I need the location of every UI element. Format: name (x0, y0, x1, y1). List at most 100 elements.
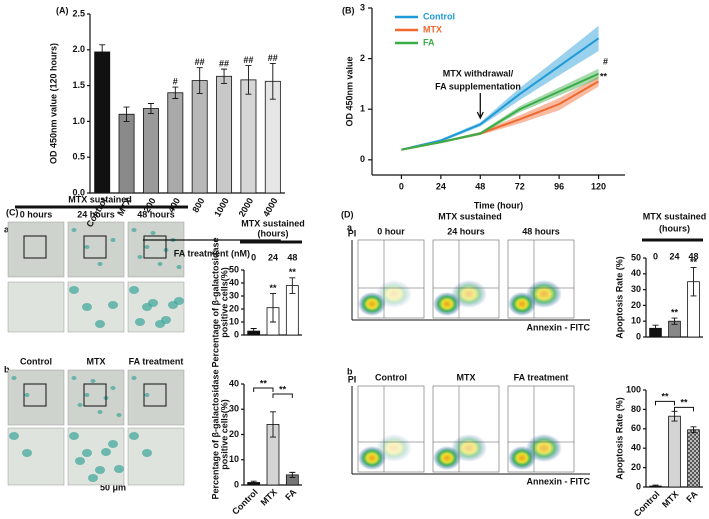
stained-cell (71, 376, 77, 380)
y-tick-label: 0 (234, 329, 239, 339)
zoom-box (23, 383, 47, 407)
y-tick-label: 2.5 (72, 8, 85, 18)
error-bar (245, 65, 252, 95)
stained-cell (22, 449, 32, 457)
bar (94, 51, 111, 194)
y-tick-label: 30 (229, 290, 239, 300)
y-tick-label: 1.0 (72, 116, 85, 126)
stained-cell (108, 301, 118, 309)
x-tick-label: 0 (251, 252, 256, 262)
y-tick-label: 40 (631, 268, 641, 278)
legend-label: MTX (423, 24, 442, 34)
y-tick-label: 0 (234, 479, 239, 489)
error-bar (671, 317, 678, 325)
stained-cell (24, 393, 30, 397)
x-tick-label: 96 (554, 181, 564, 191)
error-bar (690, 267, 697, 297)
y-axis-label: Apoptosis Rate (%) (614, 397, 624, 480)
time-label: 48 hours (522, 226, 560, 236)
chart-title: (A) (56, 5, 69, 15)
stained-cell (110, 238, 116, 242)
x-tick-label: 24 (268, 252, 278, 262)
micrograph (67, 369, 125, 426)
stained-cell (148, 299, 158, 307)
y-tick-label: 1.5 (72, 80, 85, 90)
y-tick-label: 1 (360, 104, 365, 114)
micrograph (7, 221, 65, 278)
x-tick-label: 120 (591, 181, 606, 191)
y-tick-label: 20 (631, 462, 641, 472)
flow-density (376, 434, 412, 462)
chart-title: (hours) (258, 228, 289, 238)
significance: ** (690, 257, 698, 267)
stained-cell (157, 262, 163, 266)
y-tick-label: 0 (636, 481, 641, 491)
significance: ** (269, 283, 277, 293)
bar (216, 75, 233, 194)
stained-cell (131, 228, 137, 232)
group-label: Control (20, 356, 52, 366)
flow-density (526, 434, 562, 462)
bar (142, 108, 159, 194)
y-tick-label: 10 (229, 316, 239, 326)
stained-cell (174, 297, 184, 305)
zoom-box (143, 235, 167, 259)
stained-cell (176, 265, 182, 269)
chart-title: MTX sustained (241, 218, 305, 228)
y-tick-label: 30 (631, 284, 641, 294)
stained-cell (144, 245, 150, 249)
flow-density (451, 434, 487, 462)
stained-cell (129, 286, 139, 294)
stained-cell (82, 303, 92, 311)
stained-cell (97, 262, 103, 266)
error-bar (652, 324, 659, 332)
error-bar (270, 292, 276, 323)
stained-cell (161, 316, 171, 324)
stained-cell (97, 410, 103, 414)
stained-cell (144, 393, 150, 397)
x-tick-label: MTX (259, 487, 280, 508)
y-tick-label: 0.0 (72, 187, 85, 197)
sub-label: a (347, 222, 353, 232)
y-axis-label: OD 450nm value (120 hours) (48, 43, 58, 164)
bar (668, 415, 681, 488)
x-tick-label: 72 (515, 181, 525, 191)
stained-cell (77, 403, 83, 407)
stained-cell (114, 465, 124, 473)
y-tick-label: 2.0 (72, 44, 85, 54)
stained-cell (142, 449, 152, 457)
comparison-bracket (272, 393, 293, 398)
stained-cell (69, 286, 79, 294)
line (401, 80, 600, 151)
zoom-box (83, 235, 107, 259)
micrograph (7, 281, 65, 333)
annotation-arrow (476, 93, 484, 120)
y-tick-label: 20 (631, 300, 641, 310)
stained-cell (84, 393, 90, 397)
error-bar (250, 328, 257, 335)
flow-density (451, 280, 487, 308)
bar (118, 113, 135, 194)
micrograph (7, 369, 65, 426)
time-label: 24 hours (447, 226, 485, 236)
group-label: Control (375, 372, 407, 382)
y-tick-label: 40 (229, 378, 239, 388)
line (401, 37, 600, 151)
stained-cell (129, 432, 139, 440)
stained-cell (11, 376, 17, 380)
bar (240, 79, 257, 194)
y-tick-label: 0 (636, 331, 641, 341)
error-bar (99, 44, 106, 60)
x-tick-label: FA (684, 489, 700, 505)
stained-cell (69, 432, 79, 440)
y-tick-label: 20 (229, 429, 239, 439)
x-tick-label: Control (230, 487, 260, 517)
x-tick-label: 400 (166, 196, 182, 214)
bar (191, 80, 208, 194)
y-tick-label: 20 (229, 303, 239, 313)
y-tick-label: 0 (360, 154, 365, 164)
x-tick-label: 24 (436, 181, 446, 191)
sub-label: b (347, 366, 353, 376)
y-axis-label: positive cells(%) (219, 399, 229, 470)
